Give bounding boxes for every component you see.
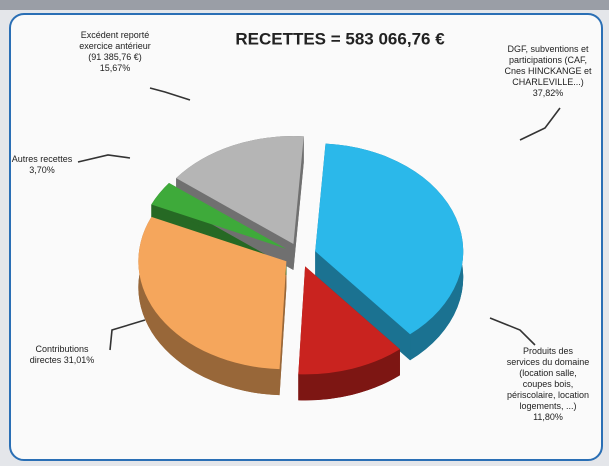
label-line: Autres recettes — [12, 154, 73, 164]
frame — [9, 13, 603, 461]
value-label: 3,70% — [29, 165, 55, 175]
slice — [315, 143, 464, 335]
slice-label: DGF, subventions et participations (CAF, C… — [504, 44, 592, 98]
label-line: Contributions — [35, 344, 89, 354]
slice-edge — [293, 136, 304, 271]
leader-line — [77, 154, 131, 163]
slice-label: Autres recettes 3,70% — [12, 154, 73, 175]
label-line: directes — [30, 355, 62, 365]
slice-edge — [279, 261, 287, 396]
value-label: 11,80% — [533, 412, 563, 422]
slice-label: Produits des services du domaine (location… — [507, 346, 590, 422]
value-label: 31,01% — [64, 355, 95, 365]
label-line: Cnes HINCKANGE et — [504, 66, 592, 76]
label-line: (location salle, — [519, 368, 577, 378]
label-line: coupes bois, — [523, 379, 574, 389]
label-line: Excédent reporté — [81, 30, 150, 40]
leader-line — [109, 319, 146, 351]
label-line: (91 385,76 €) — [88, 52, 142, 62]
leader-line — [519, 107, 561, 141]
value-label: 15,67% — [100, 63, 131, 73]
top-bar — [0, 0, 609, 10]
label-line: participations (CAF, — [509, 55, 587, 65]
slice-side — [298, 349, 400, 401]
leader-line — [149, 87, 191, 101]
label-line: DGF, subventions et — [507, 44, 589, 54]
label-line: périscolaire, location — [507, 390, 589, 400]
slice-side — [138, 216, 280, 396]
leader-line — [489, 317, 536, 346]
value-label: 37,82% — [533, 88, 564, 98]
slice — [298, 266, 400, 375]
slice-label: Excédent reporté exercice antérieur (91 38… — [79, 30, 151, 73]
label-line: Produits des — [523, 346, 574, 356]
slice — [151, 182, 287, 249]
slice-edge — [315, 251, 411, 361]
chart-title: RECETTES = 583 066,76 € — [235, 29, 445, 48]
slice — [138, 216, 287, 370]
label-line: services du domaine — [507, 357, 590, 367]
label-line: logements, ...) — [519, 401, 576, 411]
label-line: CHARLEVILLE...) — [512, 77, 584, 87]
label-line: exercice antérieur — [79, 41, 151, 51]
slice-label: Contributions directes 31,01% — [30, 344, 95, 365]
slice — [176, 136, 304, 245]
